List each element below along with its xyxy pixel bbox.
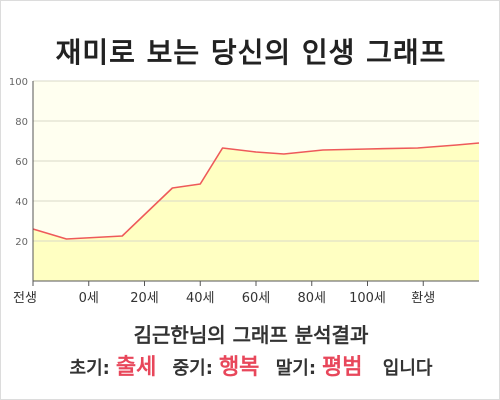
y-tick-label: 60 [15, 157, 28, 168]
late-label: 말기: [275, 358, 317, 379]
x-tick-label: 0세 [79, 291, 99, 306]
page-title: 재미로 보는 당신의 인생 그래프 [55, 36, 447, 69]
x-tick-label: 20세 [130, 291, 159, 306]
late-value: 평범 [322, 355, 363, 380]
x-tick-label: 60세 [242, 291, 271, 306]
x-tick-label: 80세 [297, 291, 326, 306]
series-line [32, 142, 480, 240]
x-tick-label: 40세 [186, 291, 215, 306]
y-tick-label: 80 [15, 117, 28, 128]
mid-value: 행복 [218, 355, 260, 380]
y-tick-label: 20 [15, 237, 28, 248]
summary-line: 초기: 출세 중기: 행복 말기: 평범 입니다 [1, 349, 500, 381]
mid-label: 중기: [172, 358, 213, 379]
summary-title: 김근한님의 그래프 분석결과 [133, 323, 369, 347]
early-value: 출세 [115, 355, 157, 380]
x-tick-label: 전생 [13, 291, 37, 306]
y-tick-label: 100 [9, 77, 28, 88]
early-label: 초기: [69, 358, 110, 379]
x-tick-label: 환생 [411, 291, 435, 306]
y-tick-label: 40 [15, 197, 28, 208]
life-graph-chart: 20 40 60 80 100 전생 0세 20세 40세 60세 80세 100세 환생 [9, 77, 480, 306]
x-tick-label: 100세 [349, 291, 386, 306]
area-fill [33, 143, 479, 281]
summary-suffix: 입니다 [382, 358, 433, 379]
